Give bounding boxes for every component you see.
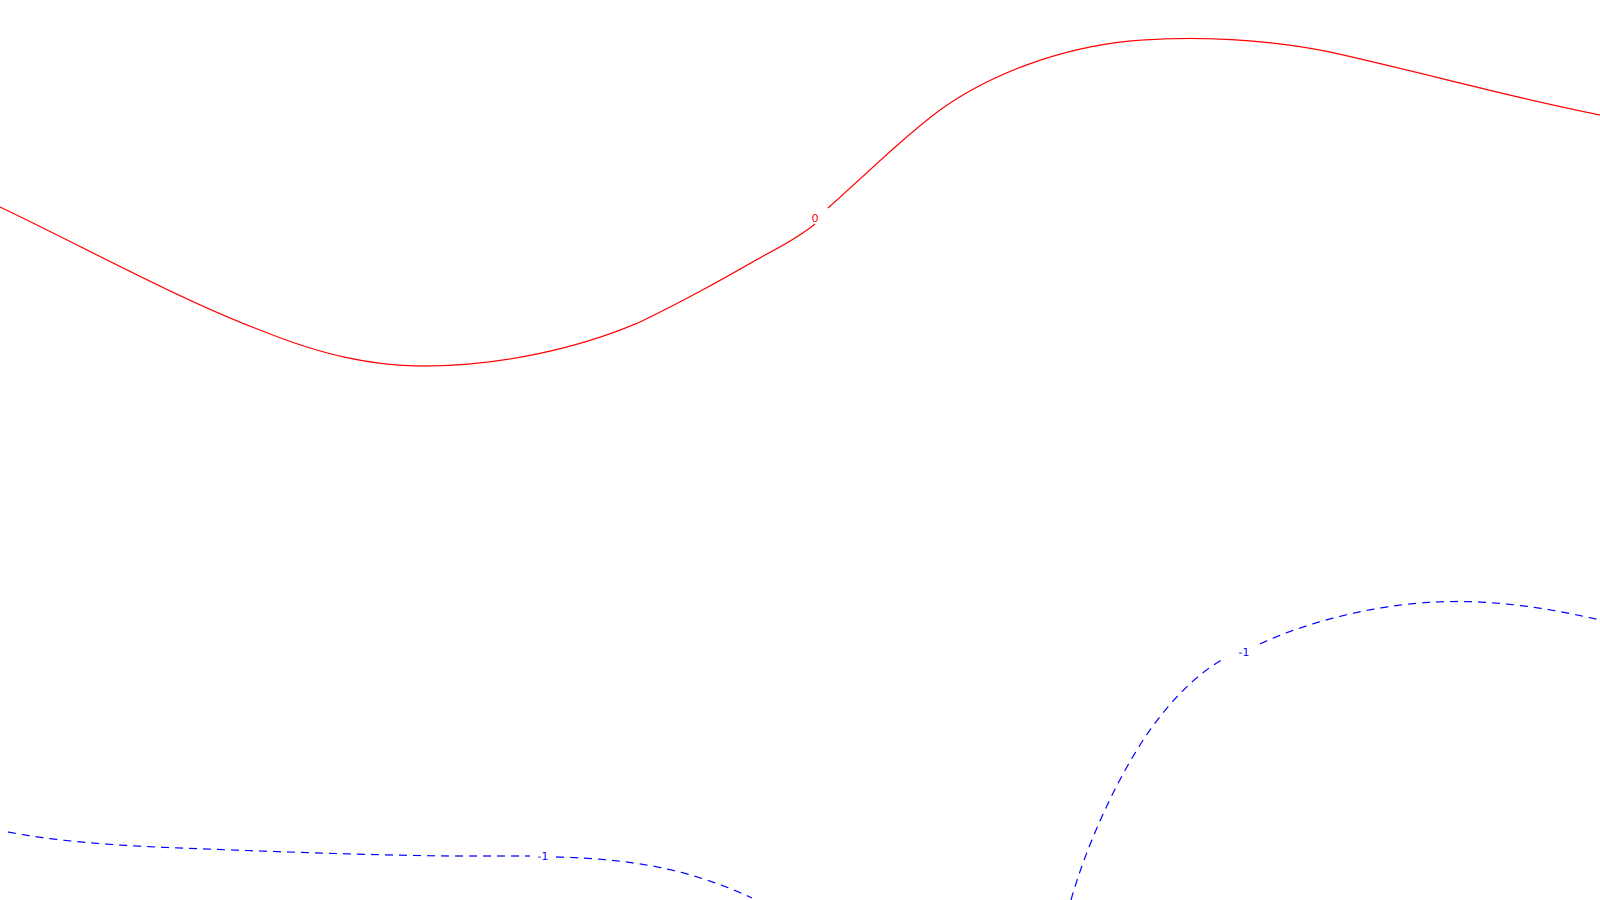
contour-label-level-neg1-left: -1 — [538, 850, 549, 863]
contour-label-level-0: 0 — [812, 212, 819, 225]
contour-line-level-neg1-right — [1070, 600, 1600, 900]
contour-label-level-neg1-right: -1 — [1239, 646, 1250, 659]
contour-line-level-0 — [0, 37, 1600, 367]
contour-line-level-neg1-left — [7, 831, 753, 899]
